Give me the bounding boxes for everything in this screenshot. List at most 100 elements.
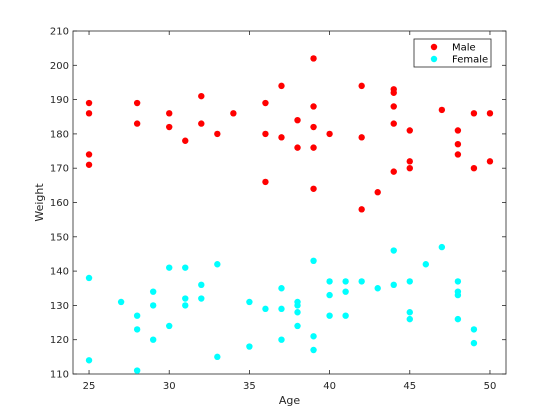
- male-point: [278, 82, 285, 90]
- female-point: [166, 264, 173, 271]
- axis-ticks: 25 30 35 40 45 50 110 120 130 140 150 160 170 180 190 2…: [50, 27, 506, 392]
- male-point: [390, 89, 397, 96]
- female-point: [310, 257, 317, 265]
- female-point: [117, 298, 125, 306]
- female-point: [133, 312, 141, 319]
- male-point: [374, 189, 381, 196]
- y-tick-label: 150: [50, 232, 69, 243]
- male-point: [166, 110, 173, 117]
- legend-marker-male: [430, 43, 438, 51]
- male-point: [230, 110, 237, 117]
- male-point: [358, 206, 365, 213]
- male-point: [85, 151, 93, 158]
- y-tick-label: 130: [50, 301, 69, 312]
- male-point: [198, 92, 205, 100]
- male-point: [262, 130, 269, 138]
- female-point: [278, 336, 285, 343]
- female-point: [438, 243, 446, 251]
- male-point: [85, 161, 93, 168]
- male-point: [310, 144, 317, 151]
- female-point: [342, 278, 349, 285]
- y-tick-label: 180: [50, 129, 69, 140]
- y-tick-label: 110: [50, 370, 69, 381]
- x-tick-label: 35: [243, 381, 256, 392]
- female-point: [278, 285, 285, 292]
- male-point: [182, 137, 189, 144]
- female-point: [454, 278, 462, 285]
- x-tick-label: 45: [403, 381, 416, 392]
- male-point: [390, 120, 397, 127]
- y-tick-label: 210: [50, 27, 69, 38]
- male-point: [454, 127, 462, 134]
- male-point: [390, 103, 397, 110]
- female-point: [470, 326, 478, 333]
- y-tick-label: 170: [50, 164, 69, 175]
- male-point: [310, 123, 317, 131]
- male-point: [486, 110, 494, 117]
- female-point: [198, 281, 205, 289]
- female-point: [133, 326, 141, 333]
- male-point: [278, 134, 285, 141]
- female-point: [149, 336, 157, 343]
- female-point: [182, 264, 189, 271]
- male-point: [406, 158, 413, 165]
- female-point: [182, 295, 189, 302]
- y-tick-label: 160: [50, 198, 69, 209]
- male-point: [294, 116, 301, 124]
- female-point: [326, 312, 333, 319]
- female-point: [454, 291, 462, 299]
- data-points: [85, 55, 494, 374]
- male-point: [486, 158, 494, 165]
- female-point: [294, 322, 301, 330]
- female-point: [310, 346, 317, 354]
- female-point: [470, 339, 478, 347]
- female-point: [310, 333, 317, 340]
- female-point: [326, 278, 333, 285]
- female-point: [294, 302, 301, 309]
- male-point: [133, 120, 141, 127]
- male-point: [85, 99, 93, 107]
- male-point: [470, 110, 478, 117]
- male-point: [326, 130, 333, 138]
- y-tick-label: 190: [50, 95, 69, 106]
- female-point: [214, 261, 221, 268]
- female-point: [262, 305, 269, 313]
- male-point: [166, 123, 173, 131]
- male-point: [438, 106, 446, 114]
- male-point: [294, 144, 301, 151]
- female-point: [166, 322, 173, 330]
- male-point: [262, 99, 269, 107]
- y-tick-label: 200: [50, 61, 69, 72]
- female-point: [406, 309, 413, 316]
- female-point: [406, 315, 413, 323]
- female-point: [246, 343, 253, 350]
- male-point: [85, 110, 93, 117]
- legend-marker-female: [430, 55, 438, 63]
- female-point: [133, 367, 141, 374]
- female-point: [85, 357, 93, 364]
- female-point: [406, 278, 413, 285]
- male-point: [262, 178, 269, 186]
- female-point: [374, 285, 381, 292]
- male-point: [454, 151, 462, 158]
- female-point: [326, 291, 333, 299]
- y-tick-label: 120: [50, 335, 69, 346]
- x-tick-label: 40: [323, 381, 336, 392]
- female-point: [149, 288, 157, 295]
- female-point: [390, 281, 397, 289]
- female-point: [85, 274, 93, 282]
- male-point: [406, 127, 413, 134]
- male-point: [470, 165, 478, 172]
- female-point: [278, 305, 285, 313]
- x-tick-label: 30: [163, 381, 176, 392]
- female-point: [198, 295, 205, 302]
- male-point: [310, 185, 317, 192]
- legend-label-male: Male: [452, 43, 476, 54]
- female-point: [214, 353, 221, 361]
- male-point: [310, 103, 317, 110]
- x-tick-label: 50: [484, 381, 497, 392]
- x-tick-label: 25: [83, 381, 96, 392]
- male-point: [358, 134, 365, 141]
- male-point: [406, 165, 413, 172]
